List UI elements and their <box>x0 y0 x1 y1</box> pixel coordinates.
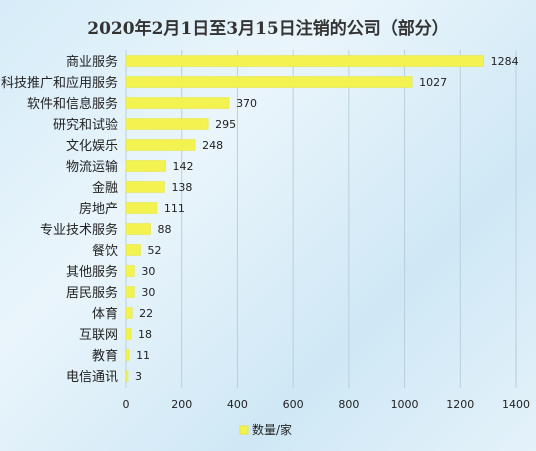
data-label: 142 <box>173 160 194 173</box>
category-label: 商业服务 <box>66 54 118 70</box>
bar <box>125 349 130 361</box>
data-label: 248 <box>202 139 223 152</box>
x-tick-label: 200 <box>171 398 192 411</box>
bar <box>125 55 484 67</box>
data-label: 138 <box>171 181 192 194</box>
category-label: 研究和试验 <box>53 117 118 133</box>
x-tick-label: 400 <box>227 398 248 411</box>
bar <box>125 307 133 319</box>
legend-label: 数量/家 <box>252 422 292 437</box>
category-label: 教育 <box>92 348 118 364</box>
x-tick-label: 1200 <box>446 398 474 411</box>
bar <box>125 160 166 172</box>
data-label: 52 <box>147 244 161 257</box>
data-label: 18 <box>138 328 152 341</box>
bar <box>125 244 141 256</box>
data-label: 1284 <box>491 55 519 68</box>
data-label: 88 <box>158 223 172 236</box>
chart-title: 2020年2月1日至3月15日注销的公司（部分） <box>87 18 448 39</box>
bar <box>125 118 209 130</box>
bar <box>125 139 196 151</box>
category-label: 体育 <box>92 306 118 322</box>
category-label: 电信通讯 <box>66 370 118 385</box>
bars <box>125 55 484 382</box>
category-label: 文化娱乐 <box>66 139 118 154</box>
category-label: 房地产 <box>79 201 118 217</box>
bar <box>125 370 129 382</box>
data-label: 370 <box>236 97 257 110</box>
data-label: 295 <box>215 118 236 131</box>
data-label: 3 <box>135 370 142 383</box>
category-label: 居民服务 <box>66 285 118 301</box>
category-label: 科技推广和应用服务 <box>1 75 118 91</box>
legend-swatch <box>239 425 249 435</box>
category-labels: 商业服务科技推广和应用服务软件和信息服务研究和试验文化娱乐物流运输金融房地产专业… <box>1 54 118 385</box>
category-label: 软件和信息服务 <box>27 96 118 112</box>
category-label: 餐饮 <box>92 243 118 259</box>
x-tick-label: 1400 <box>502 398 530 411</box>
bar <box>125 97 230 109</box>
data-label: 30 <box>141 286 155 299</box>
data-label: 1027 <box>419 76 447 89</box>
category-label: 专业技术服务 <box>40 222 118 238</box>
bar <box>125 265 135 277</box>
category-label: 其他服务 <box>66 264 118 280</box>
data-label: 111 <box>164 202 185 215</box>
data-label: 30 <box>141 265 155 278</box>
bar <box>125 223 151 235</box>
x-tick-label: 800 <box>338 398 359 411</box>
bar <box>125 76 413 88</box>
legend: 数量/家 <box>239 422 292 437</box>
data-label: 11 <box>136 349 150 362</box>
category-label: 互联网 <box>79 328 118 343</box>
bar <box>125 286 135 298</box>
x-tick-label: 1000 <box>391 398 419 411</box>
category-label: 金融 <box>92 180 118 196</box>
x-tick-label: 600 <box>283 398 304 411</box>
data-label: 22 <box>139 307 153 320</box>
x-axis-ticks: 0 200 400 600 800 1000 1200 1400 <box>123 398 531 411</box>
bar <box>125 202 158 214</box>
bar <box>125 181 165 193</box>
bar <box>125 328 132 340</box>
category-label: 物流运输 <box>66 159 118 175</box>
x-tick-label: 0 <box>123 398 130 411</box>
